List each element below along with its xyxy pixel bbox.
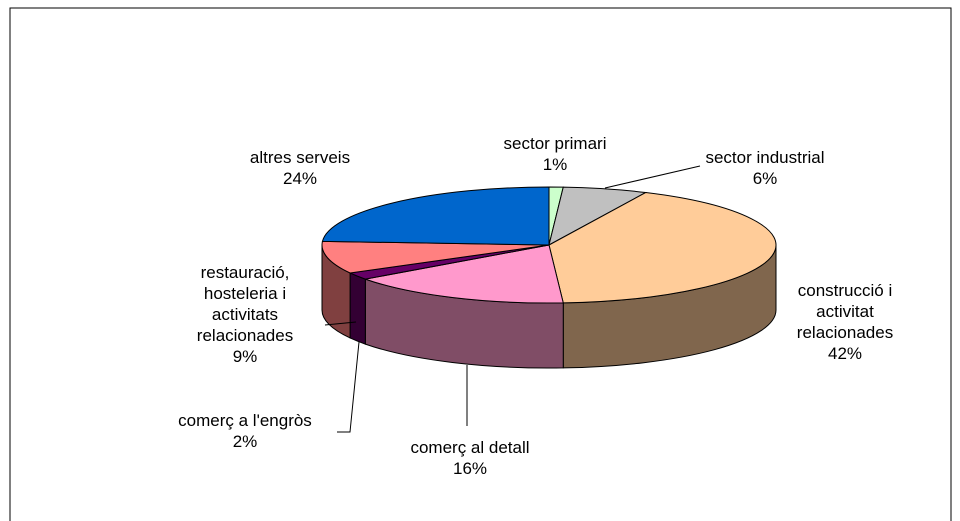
category-label: comerç al detall — [410, 438, 530, 457]
slice-label: restauració, hosteleria i activitats rel… — [183, 262, 308, 367]
value-label: 42% — [827, 344, 863, 363]
slice-label: comerç al detall 16% — [370, 437, 570, 479]
leader-lines — [324, 165, 701, 433]
slice-label: sector primari 1% — [455, 133, 655, 175]
category-label: sector industrial — [705, 148, 825, 167]
pie-slice — [363, 244, 564, 304]
value-label: 16% — [452, 459, 488, 478]
slice-label: sector industrial 6% — [665, 147, 865, 189]
pie-slice — [321, 240, 550, 274]
value-label: 24% — [282, 169, 318, 188]
pie-slice — [321, 186, 550, 246]
value-label: 2% — [232, 432, 258, 451]
value-label: 6% — [752, 169, 778, 188]
value-label: 1% — [542, 155, 568, 174]
pie-slice — [548, 192, 777, 304]
category-label: altres serveis — [249, 148, 351, 167]
leader-line — [337, 341, 360, 433]
category-label: construcció i activitat relacionades — [796, 281, 894, 342]
category-label: sector primari — [503, 134, 607, 153]
slice-label: altres serveis 24% — [200, 147, 400, 189]
category-label: comerç a l'engròs — [178, 411, 312, 430]
chart-frame — [9, 7, 952, 521]
slice-label: construcció i activitat relacionades 42% — [780, 280, 910, 364]
category-label: restauració, hosteleria i activitats rel… — [196, 263, 294, 345]
slice-label: comerç a l'engròs 2% — [155, 410, 335, 452]
leader-line — [324, 321, 357, 326]
pie — [321, 186, 777, 369]
pie-side — [349, 272, 366, 345]
value-label: 9% — [232, 347, 258, 366]
leader-line — [604, 165, 701, 189]
